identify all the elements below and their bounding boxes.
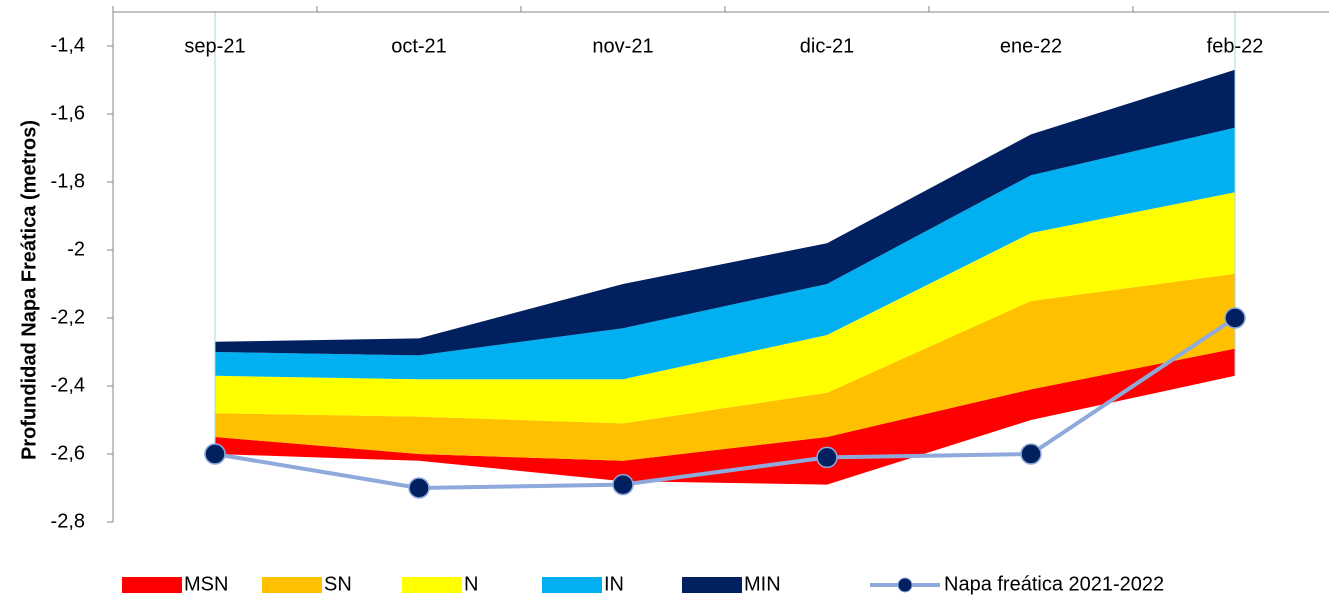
marker	[408, 477, 430, 499]
x-tick-label: ene-22	[1000, 35, 1062, 57]
y-tick-label: -2,8	[51, 510, 85, 532]
legend-label: IN	[604, 573, 624, 595]
y-tick-label: -2,2	[51, 306, 85, 328]
y-tick-label: -1,8	[51, 170, 85, 192]
legend-swatch	[542, 577, 602, 593]
legend-label: MIN	[744, 573, 781, 595]
area-band	[215, 127, 1235, 380]
y-tick-label: -1,6	[51, 102, 85, 124]
y-axis-title: Profundidad Napa Freática (metros)	[18, 120, 40, 460]
marker	[612, 473, 634, 496]
legend-swatch	[682, 577, 742, 593]
x-tick-label: dic-21	[800, 35, 854, 57]
area-band	[215, 69, 1235, 356]
legend-label: Napa freática 2021-2022	[944, 573, 1164, 595]
legend-marker	[897, 577, 913, 593]
legend-swatch	[122, 577, 182, 593]
legend-swatch	[402, 577, 462, 593]
y-tick-label: -1,4	[51, 34, 85, 56]
legend-label: SN	[324, 573, 352, 595]
legend-label: MSN	[184, 573, 228, 595]
x-tick-label: oct-21	[391, 35, 447, 57]
marker	[204, 443, 226, 465]
area-band	[215, 273, 1235, 461]
x-tick-label: sep-21	[184, 35, 245, 57]
x-tick-label: feb-22	[1207, 35, 1264, 57]
y-tick-label: -2,6	[51, 442, 85, 464]
marker	[1020, 443, 1042, 465]
y-tick-label: -2,4	[51, 374, 85, 396]
legend-swatch	[262, 577, 322, 593]
legend-label: N	[464, 573, 478, 595]
area-band	[215, 192, 1235, 424]
marker	[816, 446, 838, 469]
area-band	[215, 348, 1235, 485]
marker	[1224, 307, 1246, 329]
line	[214, 316, 1237, 491]
x-tick-label: nov-21	[592, 35, 653, 57]
y-tick-label: -2	[67, 238, 85, 260]
